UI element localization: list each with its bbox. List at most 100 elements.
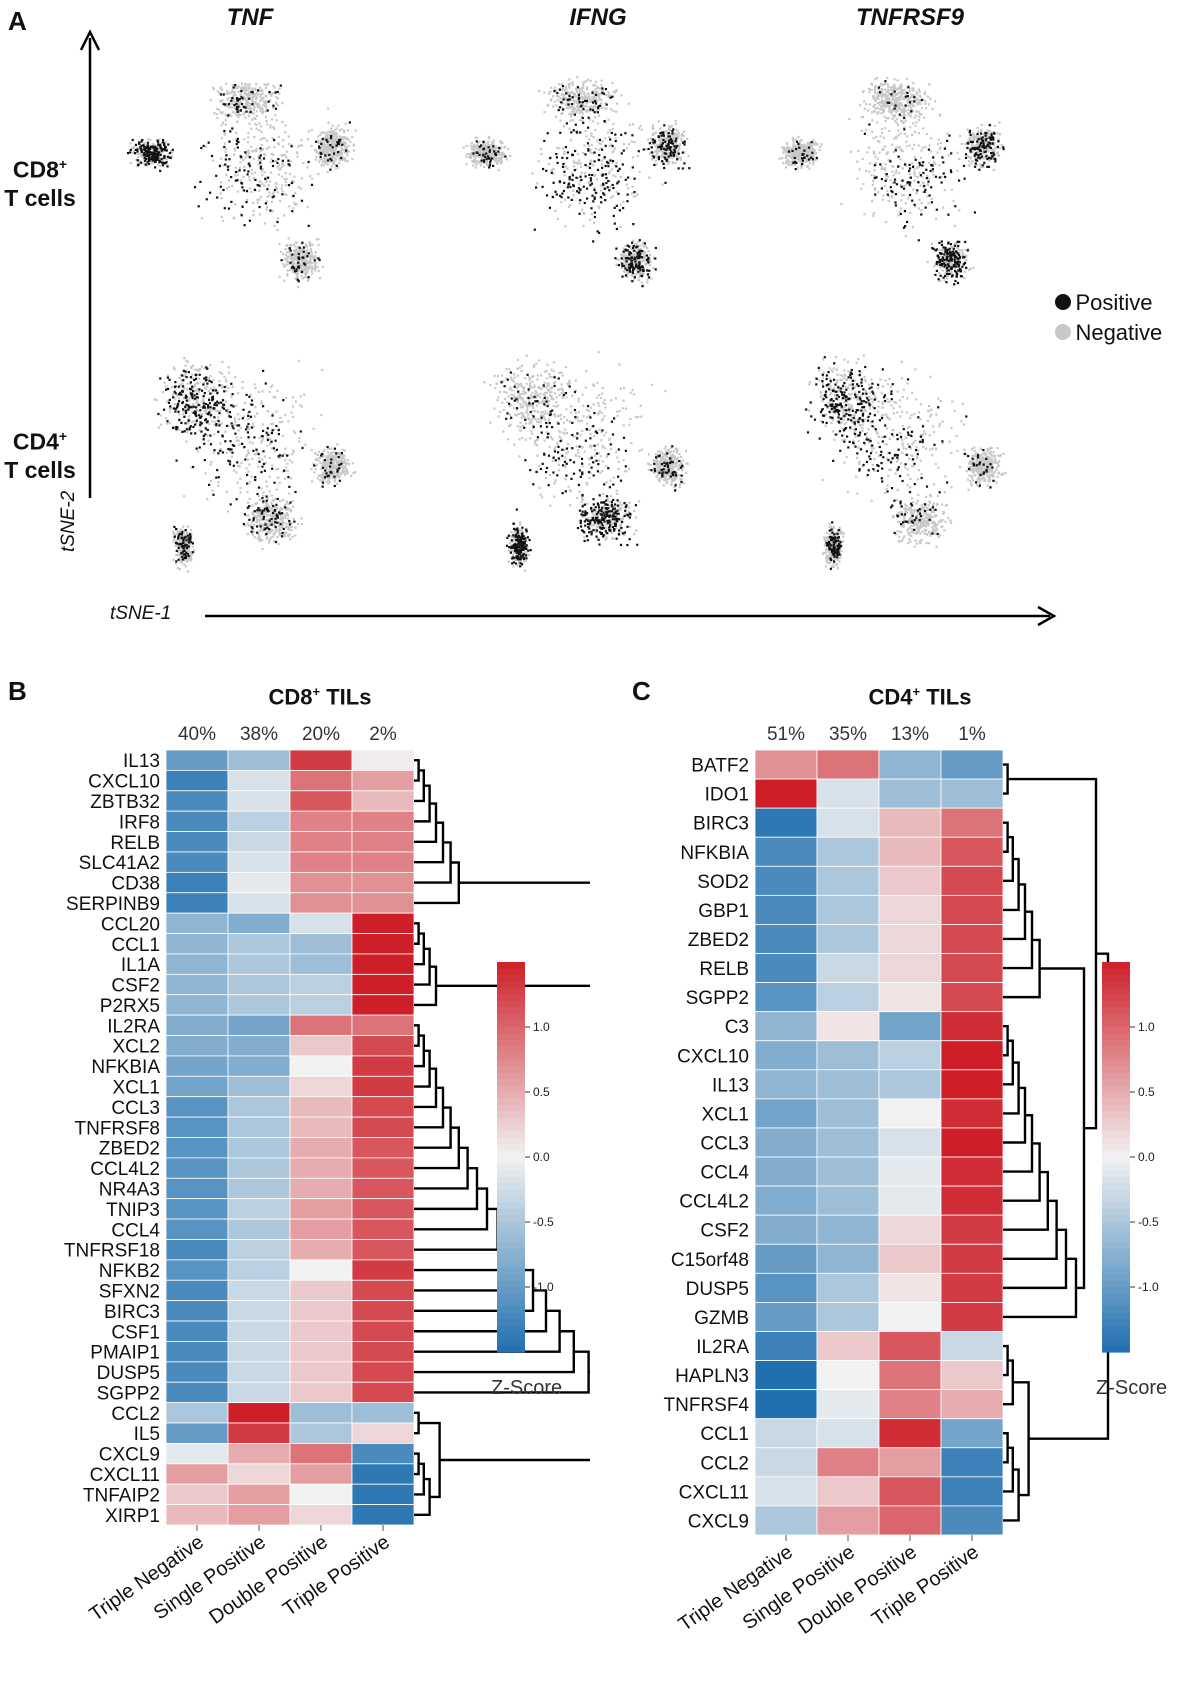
heatmap-c-row-label-12: XCL1 [701,1104,749,1125]
heatmap-c-colorbar-tick-label-0: 1.0 [1138,1020,1155,1034]
heatmap-c-cell-1-2 [878,778,942,809]
heatmap-b-cell-35-0 [165,1463,229,1485]
heatmap-c-cell-25-3 [940,1476,1004,1507]
heatmap-c-pct-0: 51% [767,724,805,745]
heatmap-c-cell-8-1 [816,982,880,1013]
heatmap-c-cell-13-3 [940,1127,1004,1158]
heatmap-c-cell-13-1 [816,1127,880,1158]
heatmap-c-row-label-21: HAPLN3 [675,1366,749,1387]
heatmap-b-cell-1-1 [227,769,291,792]
heatmap-b-row-label-23: CCL4 [111,1220,160,1241]
heatmap-b-cell-15-2 [289,1055,353,1077]
heatmap-c-colorbar-label: Z-Score [1096,1377,1167,1399]
heatmap-c-cell-15-0 [754,1185,818,1216]
heatmap-c-cell-25-0 [754,1476,818,1507]
heatmap-b-cell-0-3 [351,749,415,771]
heatmap-c-pct-1: 35% [829,724,867,745]
heatmap-b-cell-21-2 [289,1177,353,1200]
heatmap-c-row-label-8: SGPP2 [686,988,749,1009]
heatmap-b-cell-23-3 [351,1218,415,1240]
heatmap-c-cell-23-0 [754,1418,818,1449]
heatmap-c-row-label-16: CSF2 [700,1221,749,1242]
heatmap-b-cell-10-0 [165,953,229,975]
heatmap-b-cell-16-3 [351,1075,415,1098]
heatmap-b-cell-29-1 [227,1341,291,1363]
heatmap-b-cell-20-0 [165,1157,229,1179]
legend-negative-dot [1055,324,1071,340]
heatmap-b-cell-35-2 [289,1463,353,1485]
heatmap-c-colorbar-tick-label-4: -1.0 [1138,1280,1159,1294]
heatmap-b-cell-11-3 [351,973,415,996]
heatmap-b-cell-3-2 [289,810,353,832]
heatmap-b-cell-30-3 [351,1361,415,1383]
heatmap-c-cell-8-2 [878,982,942,1013]
heatmap-b-cell-3-0 [165,810,229,832]
heatmap-b-cell-6-2 [289,871,353,894]
heatmap-b-cell-27-1 [227,1300,291,1322]
heatmap-b-row-label-34: CXCL9 [99,1445,160,1466]
heatmap-b-row-label-19: ZBED2 [99,1139,160,1160]
heatmap-c-cell-16-3 [940,1214,1004,1245]
heatmap-c-dendrogram [1003,763,1110,1522]
heatmap-b-row-label-11: CSF2 [111,976,160,997]
heatmap-b-row-label-14: XCL2 [112,1037,160,1058]
heatmap-c-cell-4-3 [940,865,1004,896]
heatmap-b-pct-0: 40% [178,724,216,745]
heatmap-c-row-label-2: BIRC3 [693,814,749,835]
heatmap-c-cell-12-3 [940,1098,1004,1129]
heatmap-b-cell-3-1 [227,810,291,832]
heatmap-b-cell-35-3 [351,1463,415,1485]
heatmap-c-cell-9-2 [878,1011,942,1042]
heatmap-b-cell-10-3 [351,953,415,975]
heatmap-b-cell-36-3 [351,1483,415,1506]
heatmap-c-cell-24-2 [878,1447,942,1478]
heatmap-b-cell-27-0 [165,1300,229,1322]
heatmap-b-cell-3-3 [351,810,415,832]
heatmap-b-row-label-26: SFXN2 [99,1281,160,1302]
heatmap-c-row-label-5: GBP1 [698,901,749,922]
heatmap-b-cell-5-1 [227,851,291,873]
heatmap-b-cell-4-2 [289,831,353,853]
heatmap-c-cell-22-2 [878,1389,942,1420]
heatmap-b-cell-30-2 [289,1361,353,1383]
heatmap-c-cell-13-2 [878,1127,942,1158]
heatmap-b-cell-34-0 [165,1443,229,1465]
heatmap-b-colorbar-tick-label-4: -1.0 [533,1280,554,1294]
heatmap-c-cell-14-1 [816,1156,880,1187]
heatmap-b-row-label-12: P2RX5 [100,996,160,1017]
heatmap-b-row-label-24: TNFRSF18 [64,1241,160,1262]
heatmap-b-cell-13-1 [227,1014,291,1036]
heatmap-b-cell-5-2 [289,851,353,873]
row-label-cd4: CD4+ T cells [0,422,100,484]
heatmap-c-cell-11-2 [878,1069,942,1100]
heatmap-c-cell-12-0 [754,1098,818,1129]
heatmap-b-cell-20-2 [289,1157,353,1179]
heatmap-c-cell-7-3 [940,953,1004,983]
heatmap-b-cell-23-2 [289,1218,353,1240]
heatmap-b-title-suffix: TILs [320,684,372,710]
tsne-plot-r0-c1 [462,76,691,288]
heatmap-b-cell-11-0 [165,973,229,996]
heatmap-c-cell-5-2 [878,894,942,925]
heatmap-b-cell-24-2 [289,1239,353,1261]
heatmap-b-cell-17-2 [289,1096,353,1118]
heatmap-b-cell-23-1 [227,1218,291,1240]
heatmap-c-cell-13-0 [754,1127,818,1158]
heatmap-c-colorbar [1102,962,1130,1353]
heatmap-b-row-label-6: CD38 [111,874,160,895]
heatmap-b-cell-20-3 [351,1157,415,1179]
heatmap-b-row-label-5: SLC41A2 [79,853,160,874]
heatmap-b-cell-6-1 [227,871,291,894]
heatmap-c-cell-23-1 [816,1418,880,1449]
heatmap-c-cell-6-1 [816,924,880,954]
heatmap-c-row-label-14: CCL4 [700,1163,749,1184]
heatmap-b-cell-24-1 [227,1239,291,1261]
heatmap-c-cell-9-0 [754,1011,818,1042]
heatmap-c-cell-14-0 [754,1156,818,1187]
heatmap-c-cell-9-1 [816,1011,880,1042]
heatmap-c-cell-22-3 [940,1389,1004,1420]
heatmap-c-cell-2-1 [816,807,880,838]
heatmap-c-cell-4-0 [754,865,818,896]
heatmap-b-cell-8-0 [165,912,229,934]
heatmap-c-cell-24-1 [816,1447,880,1478]
